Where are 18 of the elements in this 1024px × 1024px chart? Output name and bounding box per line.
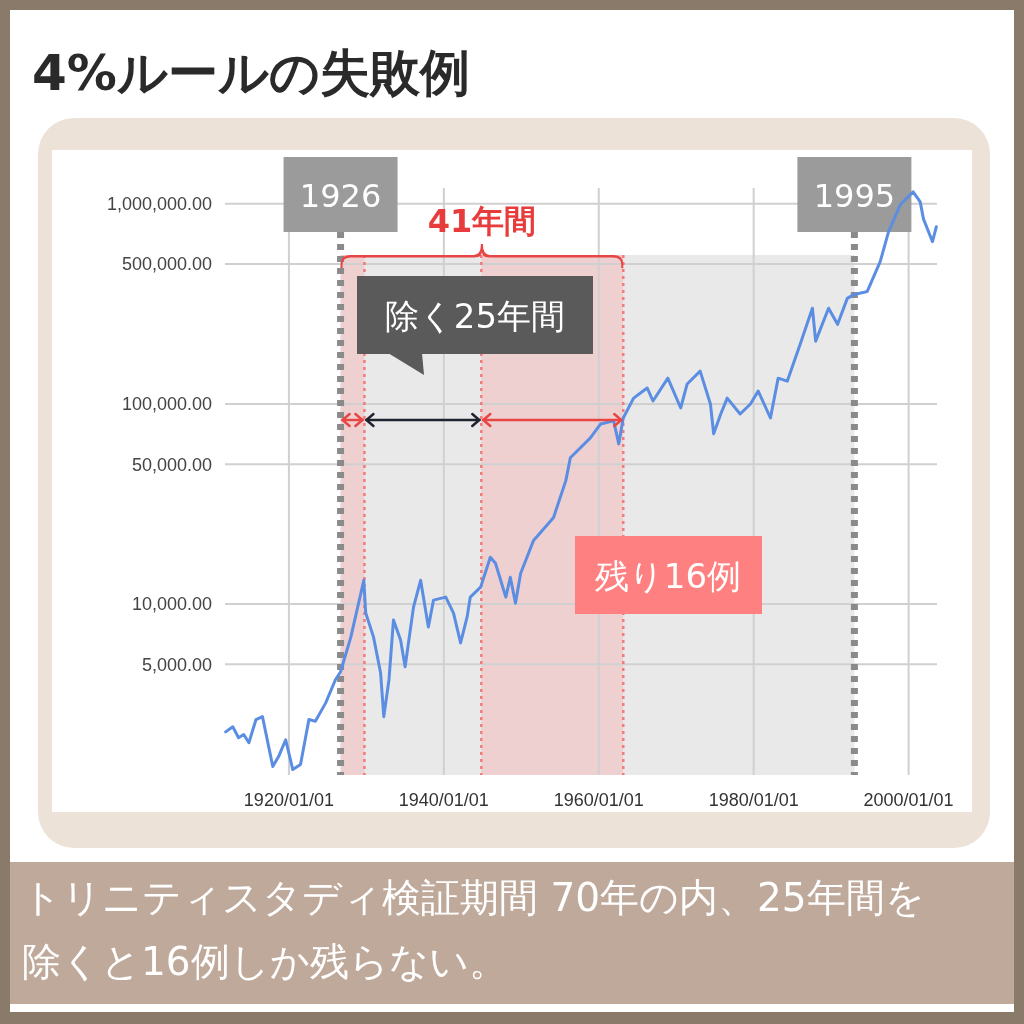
x-tick-label: 1980/01/01 [708,790,799,810]
text: トリニティスタディ検証期間 70年の内、25年間を除くと16例しか残らない。 [22,874,926,986]
y-tick-label: 500,000.00 [121,254,212,275]
annotation: 残り16例 [594,556,742,596]
y-tick-label: 5,000.00 [141,654,212,675]
annotation: 除く25年間 [384,296,566,336]
chart-title: 4%ルールの失敗例 [32,44,470,102]
x-tick-label: 1920/01/01 [243,790,334,810]
y-tick-label: 50,000.00 [131,454,212,475]
y-tick-label: 100,000.00 [121,394,212,415]
ref-line-label: 1995 [813,177,896,215]
y-tick-label: 10,000.00 [131,594,212,615]
annotation: 41年間 [427,202,537,240]
ref-line-label: 1926 [299,177,382,215]
x-tick-label: 1960/01/01 [553,790,644,810]
x-tick-label: 2000/01/01 [863,790,954,810]
y-tick-label: 1,000,000.00 [106,194,212,215]
x-tick-label: 1940/01/01 [398,790,489,810]
